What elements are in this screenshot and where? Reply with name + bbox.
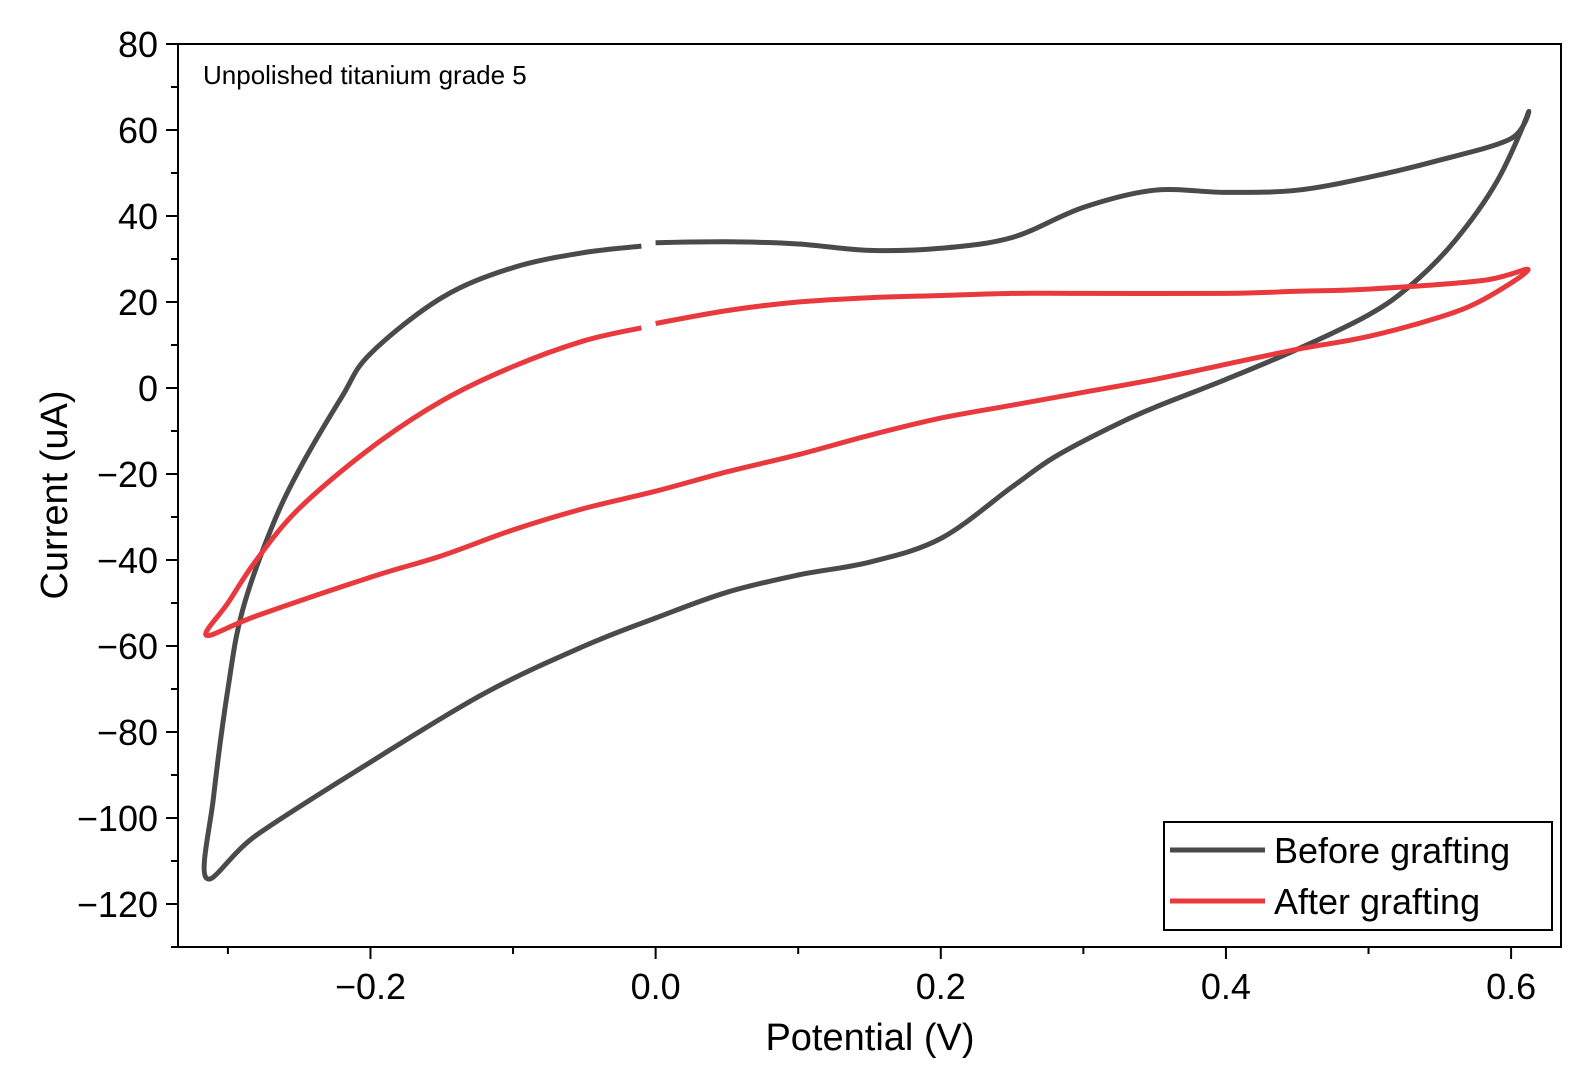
- series-line-before-grafting: [201, 109, 1532, 882]
- y-tick-label: −20: [97, 454, 158, 495]
- y-tick-label: −60: [97, 626, 158, 667]
- ticks-layer: −0.2 0.0 0.2 0.4 0.6 80 60 40 20 0 −20 −40 −60 −80 −10…: [77, 24, 1536, 1007]
- x-tick-label: 0.4: [1201, 966, 1251, 1007]
- y-tick-label: 0: [138, 368, 158, 409]
- x-tick-label: 0.0: [631, 966, 681, 1007]
- x-axis-title: Potential (V): [765, 1017, 974, 1059]
- y-tick-label: 80: [118, 24, 158, 65]
- chart-annotation: Unpolished titanium grade 5: [203, 60, 527, 90]
- legend-box: [1163, 821, 1553, 931]
- y-tick-label: −80: [97, 712, 158, 753]
- plot-frame: [177, 43, 1562, 948]
- y-tick-label: −100: [77, 798, 158, 839]
- series-layer: [201, 109, 1532, 882]
- y-tick-label: 60: [118, 110, 158, 151]
- y-tick-label: −40: [97, 540, 158, 581]
- series-line-after-grafting: [203, 266, 1531, 638]
- legend: Before grafting After grafting: [1163, 821, 1553, 931]
- y-axis-title: Current (uA): [34, 390, 76, 599]
- y-tick-label: −120: [77, 884, 158, 925]
- y-tick-label: 40: [118, 196, 158, 237]
- legend-label-before-grafting: Before grafting: [1274, 830, 1510, 871]
- legend-label-after-grafting: After grafting: [1274, 881, 1480, 922]
- y-tick-label: 20: [118, 282, 158, 323]
- x-tick-label: 0.2: [916, 966, 966, 1007]
- x-tick-label: −0.2: [335, 966, 406, 1007]
- x-tick-label: 0.6: [1486, 966, 1536, 1007]
